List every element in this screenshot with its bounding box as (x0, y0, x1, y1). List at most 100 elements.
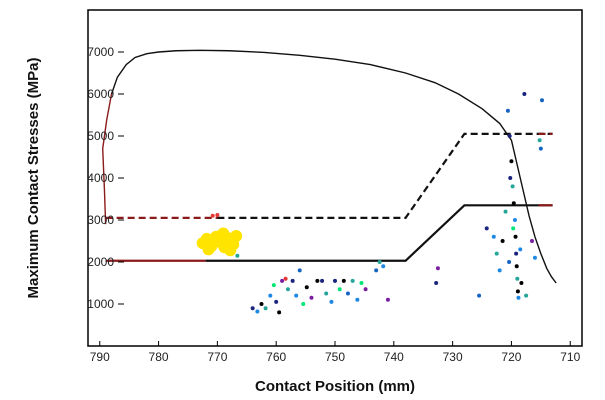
scatter-point (230, 229, 243, 242)
scatter-point (530, 239, 535, 243)
scatter-point (268, 293, 273, 298)
scatter-point (511, 226, 516, 231)
x-axis-label: Contact Position (mm) (255, 378, 415, 395)
series-lines (102, 49, 557, 284)
scatter-point (280, 278, 285, 283)
scatter-point (522, 92, 527, 96)
y-axis-ticks: 1000 2000 3000 4000 5000 6000 7000 (87, 45, 124, 311)
scatter-point (497, 268, 502, 273)
x-tick-label: 780 (149, 350, 169, 364)
scatter-point (513, 234, 518, 239)
scatter-point (532, 255, 537, 260)
scatter-point (524, 293, 529, 298)
scatter-point (315, 278, 320, 283)
scatter-point (333, 278, 337, 283)
scatter-point (508, 176, 513, 180)
y-tick-label: 2000 (87, 255, 114, 269)
scatter-point (202, 243, 215, 256)
scatter-point (377, 260, 382, 264)
plot-border (87, 9, 583, 347)
scatter-point (537, 138, 542, 143)
y-tick-label: 1000 (87, 297, 114, 311)
scatter-point (217, 227, 230, 240)
scatter-point (500, 239, 505, 243)
scatter-point (345, 291, 350, 296)
scatter-point (507, 260, 512, 264)
scatter-points (196, 92, 545, 315)
y-tick-label: 4000 (87, 171, 114, 185)
scatter-point (224, 244, 237, 257)
y-tick-label: 6000 (87, 87, 114, 101)
scatter-point (514, 251, 519, 256)
scatter-point (538, 146, 543, 151)
scatter-point (509, 159, 514, 164)
scatter-point (503, 209, 508, 214)
scatter-point (250, 306, 255, 311)
scatter-point (263, 306, 268, 311)
scatter-point (235, 253, 240, 258)
x-tick-label: 740 (384, 350, 404, 364)
x-tick-label: 790 (90, 350, 110, 364)
x-tick-label: 710 (560, 350, 580, 364)
y-tick-label: 5000 (87, 129, 114, 143)
scatter-point (381, 264, 386, 269)
scatter-point (515, 276, 520, 281)
scatter-point (519, 281, 524, 285)
scatter-point (329, 299, 334, 304)
y-tick-label: 7000 (87, 45, 114, 59)
x-axis-ticks: 790 780 770 760 750 740 730 720 710 (90, 341, 581, 364)
scatter-point (435, 266, 440, 271)
scatter-point (477, 293, 482, 298)
x-tick-label: 730 (443, 350, 463, 364)
x-tick-label: 750 (325, 350, 345, 364)
scatter-point (507, 134, 512, 138)
scatter-point (510, 184, 515, 189)
scatter-point (512, 218, 517, 222)
scatter-point (363, 287, 368, 292)
scatter-point (359, 281, 364, 285)
scatter-point (259, 302, 264, 306)
scatter-point (215, 212, 220, 217)
scatter-point (514, 264, 519, 269)
scatter-point (297, 268, 302, 273)
scatter-point (355, 297, 360, 302)
series-1-line (110, 49, 557, 284)
series-1-start-line (102, 93, 113, 225)
scatter-point (290, 278, 295, 283)
scatter-point (350, 278, 355, 283)
x-tick-label: 720 (501, 350, 521, 364)
scatter-point (277, 310, 282, 315)
series-2-line (217, 132, 553, 219)
scatter-point (491, 234, 496, 239)
scatter-point (515, 289, 520, 294)
scatter-point (304, 285, 309, 290)
scatter-point (341, 278, 346, 283)
scatter-point (374, 268, 379, 273)
scatter-point (511, 201, 516, 206)
scatter-point (255, 309, 260, 314)
y-tick-label: 3000 (87, 213, 114, 227)
scatter-point (516, 295, 521, 300)
scatter-point (484, 226, 489, 231)
scatter-point (285, 287, 290, 292)
scatter-point (324, 291, 329, 296)
scatter-point (294, 293, 299, 298)
x-tick-label: 770 (207, 350, 227, 364)
scatter-point (434, 281, 439, 285)
scatter-point (518, 247, 523, 252)
scatter-point (309, 295, 314, 300)
scatter-point (210, 213, 215, 218)
scatter-point (505, 108, 510, 113)
scatter-point (271, 283, 276, 288)
scatter-point (494, 251, 499, 256)
scatter-point (274, 299, 279, 304)
scatter-point (301, 302, 306, 306)
scatter-point (337, 287, 342, 292)
scatter-point (385, 297, 390, 302)
x-tick-label: 760 (266, 350, 286, 364)
series-3-line (205, 204, 553, 262)
scatter-point (283, 276, 288, 281)
scatter-point (540, 98, 545, 103)
y-axis-label: Maximum Contact Stresses (MPa) (25, 58, 42, 299)
